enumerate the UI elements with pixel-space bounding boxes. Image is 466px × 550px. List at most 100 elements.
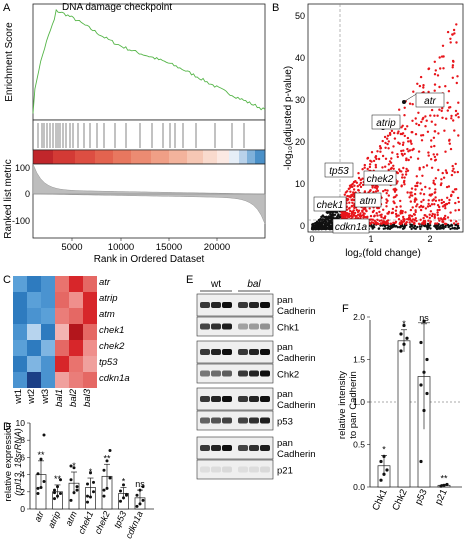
volcano-point-sig — [382, 221, 386, 224]
volcano-point-sig — [403, 179, 406, 183]
volcano-point-sig — [402, 141, 405, 144]
heat-cell-r5-c3 — [55, 356, 69, 372]
volcano-point-sig — [368, 207, 371, 210]
volcano-point-sig — [438, 205, 441, 209]
volcano-point-sig — [454, 109, 458, 113]
volcano-point-sig — [408, 221, 411, 224]
blot-band-bal — [260, 466, 270, 473]
volcano-point-sig — [399, 212, 402, 215]
volcano-point-sig — [349, 190, 352, 193]
volcano-point-sig — [451, 76, 454, 80]
f-point-Chk1 — [379, 478, 383, 482]
volcano-point-sig — [451, 33, 454, 36]
volcano-point-ns — [334, 211, 338, 214]
volcano-point-sig — [431, 199, 434, 202]
color-band-seg-5 — [131, 150, 152, 164]
volcano-point-sig — [422, 216, 425, 220]
blot-strip-4 — [196, 387, 274, 411]
blot-band-bal — [260, 396, 270, 402]
volcano-point-sig — [434, 196, 437, 199]
volcano-point-sig — [417, 222, 421, 225]
volcano-ytick-50: 50 — [295, 11, 305, 21]
d-xlabel-atr: atr — [32, 509, 46, 524]
volcano-point-sig — [433, 203, 436, 206]
volcano-point-sig — [401, 124, 404, 128]
volcano-ytick-30: 30 — [295, 95, 305, 105]
volcano-point-sig — [408, 217, 411, 220]
volcano-point-sig — [451, 164, 454, 168]
blot-band-bal — [238, 349, 248, 355]
volcano-point-sig — [401, 154, 404, 157]
d-point-chek2 — [102, 494, 106, 498]
volcano-xlabel: log₂(fold change) — [345, 248, 421, 259]
volcano-point-ns — [398, 226, 401, 229]
volcano-point-sig — [408, 149, 412, 152]
volcano-point-sig — [425, 215, 429, 218]
volcano-point-ns — [323, 215, 326, 219]
blot-band-wt — [222, 445, 232, 451]
volcano-point-sig — [436, 209, 439, 212]
volcano-point-sig — [352, 209, 355, 212]
volcano-point-sig — [428, 187, 431, 190]
volcano-point-sig — [403, 114, 406, 117]
heat-col-wt1: wt1 — [13, 389, 24, 405]
volcano-point-sig — [395, 215, 398, 218]
volcano-point-sig — [344, 191, 348, 194]
volcano-point-sig — [446, 196, 449, 199]
volcano-point-sig — [407, 158, 410, 162]
blot-label-2: pan — [277, 342, 293, 353]
volcano-point-sig — [352, 195, 356, 199]
volcano-point-sig — [370, 151, 374, 154]
volcano-point-sig — [434, 158, 438, 161]
panel-b: B 0 10 20 30 40 50 0 1 2 log₂(fold chang… — [272, 2, 464, 259]
volcano-point-sig — [428, 216, 431, 220]
volcano-point-sig — [404, 127, 407, 131]
heat-cell-r5-c2 — [41, 356, 55, 372]
volcano-point-sig — [442, 67, 445, 70]
d-point-chek2 — [105, 459, 109, 463]
panel-c: C atr atrip atm chek1 chek2 tp53 cdkn1a … — [3, 274, 130, 407]
volcano-point-ns — [440, 227, 443, 230]
volcano-point-ns — [388, 227, 392, 231]
volcano-point-ns — [330, 225, 334, 229]
volcano-point-sig — [440, 109, 443, 113]
volcano-point-sig — [393, 190, 397, 193]
color-band-seg-1 — [53, 150, 76, 164]
volcano-point-sig — [376, 222, 379, 225]
blot-label-5: p53 — [277, 417, 293, 428]
rank-tick-15000: 15000 — [156, 242, 182, 253]
color-band-seg-11 — [229, 150, 240, 164]
heat-col-wt2: wt2 — [26, 389, 37, 405]
volcano-point-sig — [371, 186, 374, 189]
volcano-point-sig — [410, 142, 413, 145]
volcano-point-sig — [403, 183, 406, 186]
volcano-point-sig — [382, 217, 385, 220]
volcano-point-sig — [386, 199, 389, 203]
volcano-point-sig — [384, 165, 387, 168]
volcano-point-sig — [380, 215, 383, 219]
volcano-point-sig — [430, 139, 433, 142]
volcano-point-sig — [375, 187, 379, 190]
volcano-point-sig — [384, 157, 388, 160]
volcano-point-sig — [397, 130, 400, 133]
volcano-point-sig — [408, 196, 411, 199]
volcano-point-sig — [368, 218, 372, 221]
volcano-point-sig — [414, 188, 417, 191]
volcano-point-sig — [453, 129, 456, 132]
volcano-point-sig — [410, 131, 413, 134]
f-point-p21 — [442, 483, 446, 487]
blot-band-wt — [211, 302, 221, 308]
volcano-point-sig — [405, 167, 408, 171]
heat-cell-r1-c2 — [41, 292, 55, 308]
volcano-point-ns — [327, 223, 330, 226]
d-point-atrip — [59, 492, 62, 496]
blot-band-bal — [238, 396, 248, 402]
volcano-point-sig — [432, 136, 436, 139]
d-point-cdkn1a — [135, 504, 139, 508]
f-point-Chk2 — [402, 323, 406, 328]
volcano-point-sig — [361, 183, 365, 187]
heat-cell-r6-c1 — [27, 372, 41, 388]
d-point-tp53 — [119, 489, 122, 493]
d-sig-chek1: * — [89, 467, 93, 477]
color-band-seg-7 — [169, 150, 188, 164]
